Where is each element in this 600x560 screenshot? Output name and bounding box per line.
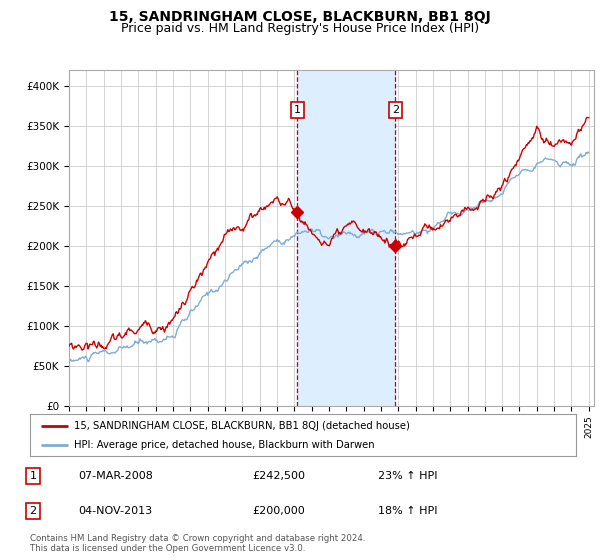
Text: £242,500: £242,500 (252, 471, 305, 481)
Text: 04-NOV-2013: 04-NOV-2013 (78, 506, 152, 516)
Text: 07-MAR-2008: 07-MAR-2008 (78, 471, 153, 481)
Text: 18% ↑ HPI: 18% ↑ HPI (378, 506, 437, 516)
Text: Price paid vs. HM Land Registry's House Price Index (HPI): Price paid vs. HM Land Registry's House … (121, 22, 479, 35)
Text: 23% ↑ HPI: 23% ↑ HPI (378, 471, 437, 481)
Text: Contains HM Land Registry data © Crown copyright and database right 2024.
This d: Contains HM Land Registry data © Crown c… (30, 534, 365, 553)
Text: £200,000: £200,000 (252, 506, 305, 516)
Bar (298, 70, 395, 406)
Text: 2: 2 (392, 105, 399, 115)
Text: 2: 2 (29, 506, 37, 516)
Text: HPI: Average price, detached house, Blackburn with Darwen: HPI: Average price, detached house, Blac… (74, 440, 374, 450)
Text: 15, SANDRINGHAM CLOSE, BLACKBURN, BB1 8QJ (detached house): 15, SANDRINGHAM CLOSE, BLACKBURN, BB1 8Q… (74, 421, 410, 431)
Text: 15, SANDRINGHAM CLOSE, BLACKBURN, BB1 8QJ: 15, SANDRINGHAM CLOSE, BLACKBURN, BB1 8Q… (109, 10, 491, 24)
Text: 1: 1 (294, 105, 301, 115)
Text: 1: 1 (29, 471, 37, 481)
